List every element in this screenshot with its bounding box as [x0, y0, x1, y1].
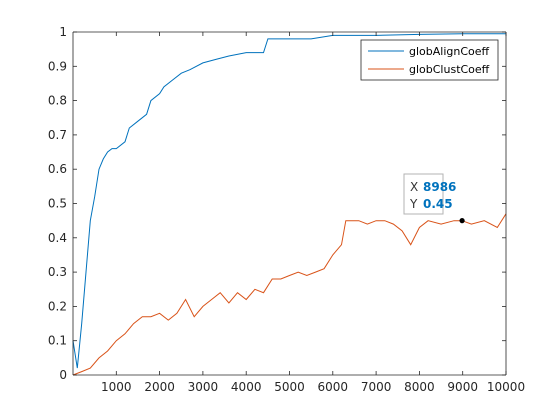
- ticks: 1000 2000 3000 4000 5000 6000 7000 8000 9000 1000…: [48, 25, 525, 394]
- x-tick-label: 2000: [144, 380, 175, 394]
- datatip-y-label: Y: [409, 197, 418, 211]
- x-tick-label: 9000: [447, 380, 478, 394]
- datatip-x-label: X: [410, 180, 418, 194]
- series-line-globAlignCoeff: [72, 33, 506, 369]
- legend[interactable]: globAlignCoeff globClustCoeff: [360, 39, 499, 81]
- y-tick-label: 0.2: [48, 299, 67, 313]
- y-tick-label: 0.1: [48, 334, 67, 348]
- y-tick-label: 1: [59, 25, 67, 39]
- y-tick-label: 0.3: [48, 265, 67, 279]
- y-tick-label: 0.8: [48, 94, 67, 108]
- x-tick-label: 6000: [318, 380, 349, 394]
- datatip-marker: [459, 218, 465, 224]
- datatip[interactable]: X 8986 Y 0.45: [403, 173, 465, 224]
- datatip-box: [403, 173, 444, 215]
- legend-box: [360, 39, 499, 81]
- x-tick-label: 7000: [361, 380, 392, 394]
- x-tick-label: 10000: [487, 380, 525, 394]
- y-tick-label: 0.6: [48, 162, 67, 176]
- x-tick-label: 5000: [274, 380, 305, 394]
- x-tick-label: 4000: [231, 380, 262, 394]
- series-line-globClustCoeff: [72, 213, 507, 376]
- y-tick-label: 0.7: [48, 128, 67, 142]
- y-tick-label: 0.9: [48, 59, 67, 73]
- datatip-x-value: 8986: [423, 180, 456, 194]
- legend-label-globAlignCoeff: globAlignCoeff: [409, 45, 490, 58]
- y-tick-label: 0.5: [48, 197, 67, 211]
- x-tick-label: 8000: [404, 380, 435, 394]
- x-tick-label: 1000: [101, 380, 132, 394]
- x-tick-label: 3000: [188, 380, 219, 394]
- legend-label-globClustCoeff: globClustCoeff: [409, 63, 490, 76]
- series-layer: [72, 33, 507, 376]
- y-tick-label: 0: [59, 368, 67, 382]
- datatip-y-value: 0.45: [423, 197, 453, 211]
- y-tick-label: 0.4: [48, 231, 67, 245]
